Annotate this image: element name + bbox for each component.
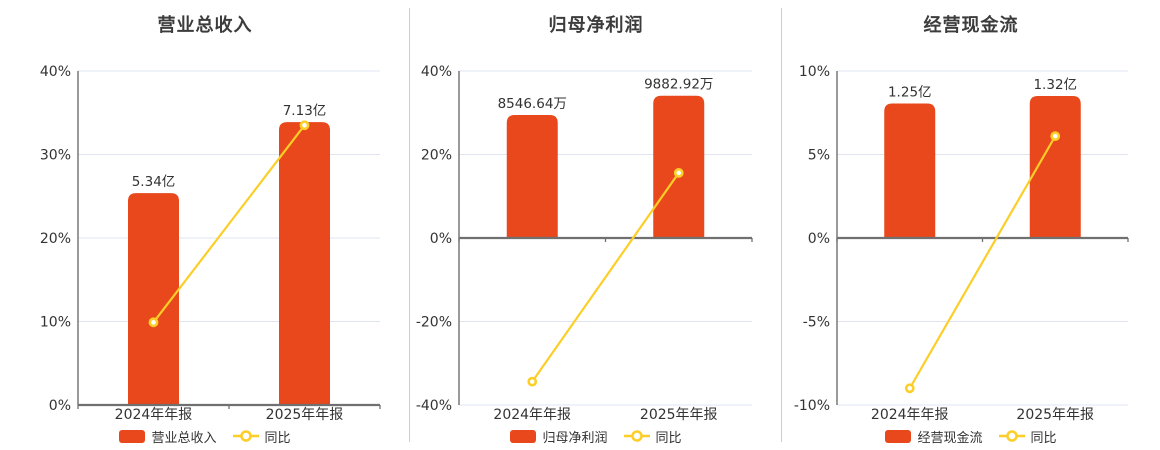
y-tick-label: 10% xyxy=(799,64,830,80)
yoy-line[interactable] xyxy=(531,172,680,383)
panel-divider xyxy=(781,8,782,442)
bar-2025年年报[interactable] xyxy=(653,95,705,238)
yoy-line-marker-icon xyxy=(623,430,650,442)
chart-title: 经营现金流 xyxy=(923,15,1019,36)
y-tick-label: -10% xyxy=(794,398,830,414)
chart-panel-1: 营业总收入 0% 10% 20% 30% 40% 5.34亿 7.13亿 2024年年报 2025… xyxy=(0,0,410,450)
yoy-point-2024年年报[interactable] xyxy=(148,317,159,328)
yoy-point-2024年年报[interactable] xyxy=(527,376,538,387)
legend-item-营业总收入[interactable]: 营业总收入 xyxy=(119,427,217,446)
y-tick-label: 30% xyxy=(40,148,71,164)
y-tick-label: 0% xyxy=(808,231,830,247)
legend-label: 营业总收入 xyxy=(151,430,217,446)
legend-item-yoy[interactable]: 同比 xyxy=(623,427,682,446)
yoy-point-2025年年报[interactable] xyxy=(673,167,684,178)
bar-value-label: 8546.64万 xyxy=(498,96,567,112)
chart-canvas: -40% -20% 0% 20% 40% 8546.64万 9882.92万 2024年年报 2… xyxy=(416,64,753,423)
legend-item-yoy[interactable]: 同比 xyxy=(232,427,291,446)
chart-legend: 经营现金流 同比 xyxy=(782,426,1160,446)
y-tick-label: 20% xyxy=(40,231,71,247)
y-tick-label: -40% xyxy=(416,398,452,414)
yoy-point-2025年年报[interactable] xyxy=(299,120,310,131)
chart-legend: 归母净利润 同比 xyxy=(410,426,782,446)
x-category-label: 2024年年报 xyxy=(115,407,193,423)
yoy-legend-circle xyxy=(1005,430,1018,442)
y-tick-label: 40% xyxy=(40,64,71,80)
x-category-label: 2025年年报 xyxy=(1016,407,1094,423)
y-tick-label: 40% xyxy=(421,64,452,80)
bar-series-swatch-icon xyxy=(119,429,146,443)
x-category-label: 2024年年报 xyxy=(871,407,949,423)
bar-2024年年报[interactable] xyxy=(884,103,936,239)
chart-title: 归母净利润 xyxy=(548,15,644,36)
bar-2025年年报[interactable] xyxy=(279,122,330,405)
x-category-label: 2025年年报 xyxy=(266,407,344,423)
legend-label: 同比 xyxy=(1030,430,1057,446)
legend-label: 经营现金流 xyxy=(917,430,983,446)
chart-canvas: 0% 10% 20% 30% 40% 5.34亿 7.13亿 2024年年报 2025年年报 xyxy=(40,64,381,423)
bar-series-swatch-icon xyxy=(885,429,912,443)
x-category-label: 2024年年报 xyxy=(493,407,571,423)
chart-legend: 营业总收入 同比 xyxy=(0,426,410,446)
chart-canvas: -10% -5% 0% 5% 10% 1.25亿 1.32亿 2024年年报 2025年年报 xyxy=(794,64,1129,423)
legend-label: 归母净利润 xyxy=(542,430,608,446)
bar-value-label: 1.32亿 xyxy=(1033,77,1077,93)
y-tick-label: 10% xyxy=(40,315,71,331)
bar-value-label: 5.34亿 xyxy=(132,174,176,190)
legend-label: 同比 xyxy=(264,430,291,446)
legend-item-yoy[interactable]: 同比 xyxy=(998,427,1057,446)
bar-value-label: 9882.92万 xyxy=(644,77,713,93)
yoy-line-marker-icon xyxy=(998,430,1025,442)
x-category-label: 2025年年报 xyxy=(640,407,718,423)
yoy-line[interactable] xyxy=(908,135,1057,389)
bar-series-swatch-icon xyxy=(510,429,537,443)
legend-item-经营现金流[interactable]: 经营现金流 xyxy=(885,427,983,446)
legend-label: 同比 xyxy=(655,430,682,446)
y-tick-label: -20% xyxy=(416,315,452,331)
y-tick-label: 5% xyxy=(808,148,830,164)
y-tick-label: 0% xyxy=(430,231,452,247)
yoy-line[interactable] xyxy=(152,124,306,324)
panel-divider xyxy=(409,8,410,442)
bar-value-label: 1.25亿 xyxy=(888,84,932,100)
chart-title: 营业总收入 xyxy=(157,15,253,36)
bar-2025年年报[interactable] xyxy=(1029,95,1081,238)
y-tick-label: 20% xyxy=(421,148,452,164)
y-tick-label: -5% xyxy=(803,315,830,331)
bar-value-label: 7.13亿 xyxy=(283,103,327,119)
yoy-point-2025年年报[interactable] xyxy=(1050,131,1061,142)
chart-panel-2: 归母净利润 -40% -20% 0% 20% 40% 8546.64万 9882.92万 202… xyxy=(410,0,782,450)
y-tick-label: 0% xyxy=(49,398,71,414)
chart-panel-3: 经营现金流 -10% -5% 0% 5% 10% 1.25亿 1.32亿 2024年年报 2025… xyxy=(782,0,1160,450)
yoy-point-2024年年报[interactable] xyxy=(904,383,915,394)
yoy-legend-circle xyxy=(239,430,252,442)
bar-2024年年报[interactable] xyxy=(506,114,558,238)
yoy-legend-circle xyxy=(630,430,643,442)
legend-item-归母净利润[interactable]: 归母净利润 xyxy=(510,427,608,446)
bar-2024年年报[interactable] xyxy=(128,193,179,405)
yoy-line-marker-icon xyxy=(232,430,259,442)
